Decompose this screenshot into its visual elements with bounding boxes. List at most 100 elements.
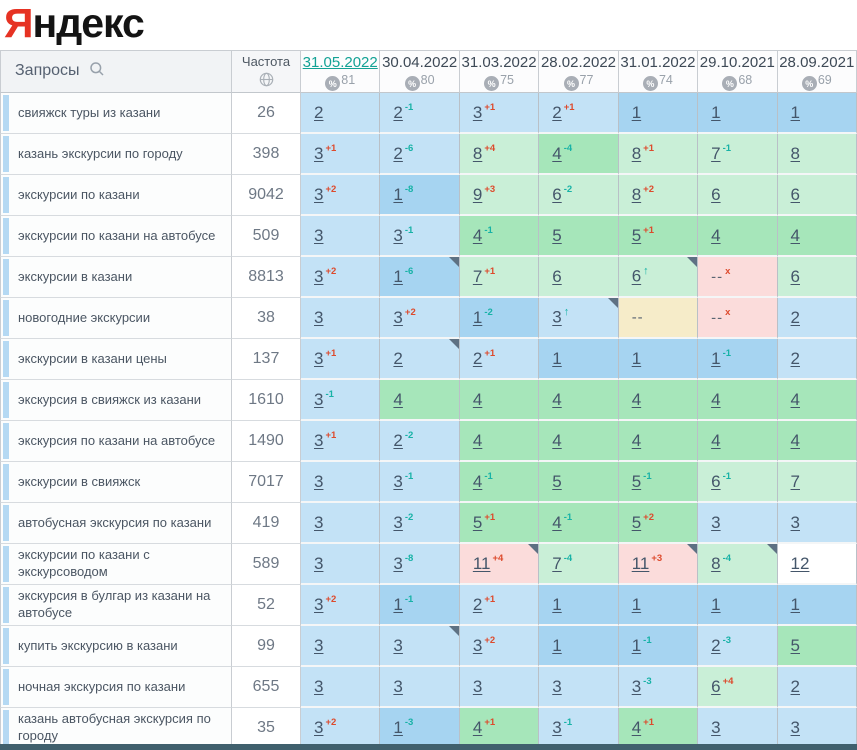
position-link[interactable]: 3 <box>472 635 483 655</box>
position-link[interactable]: 1 <box>711 102 721 122</box>
position-link[interactable]: 6 <box>552 266 562 286</box>
position-link[interactable]: 2 <box>711 635 721 655</box>
position-link[interactable]: 3 <box>314 635 324 655</box>
position-link[interactable]: 6 <box>711 184 721 204</box>
position-link[interactable]: 9 <box>472 184 483 204</box>
position-link[interactable]: 3 <box>393 635 403 655</box>
query-cell[interactable]: экскурсии в казани цены <box>0 339 232 380</box>
position-link[interactable]: 3 <box>472 676 483 696</box>
position-link[interactable]: 6 <box>790 266 800 286</box>
position-link[interactable]: 3 <box>314 266 324 286</box>
position-link[interactable]: 7 <box>790 471 800 491</box>
query-cell[interactable]: экскурсия в свияжск из казани <box>0 380 232 421</box>
position-link[interactable]: 3 <box>552 717 562 737</box>
position-link[interactable]: 5 <box>552 471 562 491</box>
position-link[interactable]: 4 <box>790 389 800 409</box>
date-link[interactable]: 31.01.2022 <box>620 54 696 71</box>
position-link[interactable]: 1 <box>552 348 562 368</box>
position-link[interactable]: 3 <box>631 676 642 696</box>
date-link[interactable]: 31.03.2022 <box>461 54 537 71</box>
position-link[interactable]: 4 <box>790 430 800 450</box>
position-link[interactable]: 2 <box>393 430 403 450</box>
query-cell[interactable]: купить экскурсию в казани <box>0 626 232 667</box>
position-link[interactable]: 4 <box>552 389 562 409</box>
position-link[interactable]: 1 <box>790 102 800 122</box>
position-link[interactable]: 3 <box>393 676 403 696</box>
position-link[interactable]: 6 <box>711 676 721 696</box>
position-link[interactable]: 5 <box>790 635 800 655</box>
position-link[interactable]: 2 <box>393 102 403 122</box>
position-link[interactable]: 11 <box>472 553 491 573</box>
position-link[interactable]: 1 <box>631 635 642 655</box>
position-link[interactable]: 1 <box>393 266 403 286</box>
position-link[interactable]: 2 <box>472 594 483 614</box>
position-link[interactable]: 1 <box>631 594 642 614</box>
position-link[interactable]: 2 <box>314 102 324 122</box>
position-link[interactable]: 3 <box>314 717 324 737</box>
position-link[interactable]: 1 <box>790 594 800 614</box>
position-link[interactable]: 3 <box>711 717 721 737</box>
query-cell[interactable]: экскурсии в свияжск <box>0 462 232 503</box>
position-link[interactable]: 1 <box>711 348 721 368</box>
position-link[interactable]: 1 <box>631 348 642 368</box>
position-link[interactable]: 2 <box>790 307 800 327</box>
position-link[interactable]: 1 <box>393 594 403 614</box>
position-link[interactable]: 5 <box>631 512 642 532</box>
position-link[interactable]: 3 <box>790 512 800 532</box>
position-link[interactable]: 4 <box>790 225 800 245</box>
position-link[interactable]: 3 <box>552 307 562 327</box>
position-link[interactable]: 8 <box>472 143 483 163</box>
position-link[interactable]: 7 <box>711 143 721 163</box>
query-cell[interactable]: экскурсии по казани на автобусе <box>0 216 232 257</box>
position-link[interactable]: 1 <box>552 635 562 655</box>
horizontal-scrollbar[interactable] <box>0 744 857 750</box>
position-link[interactable]: 2 <box>552 102 562 122</box>
search-icon[interactable] <box>89 62 105 81</box>
position-link[interactable]: 6 <box>711 471 721 491</box>
position-link[interactable]: 3 <box>314 430 324 450</box>
position-link[interactable]: 1 <box>552 594 562 614</box>
date-link[interactable]: 30.04.2022 <box>382 54 458 71</box>
position-link[interactable]: 5 <box>472 512 483 532</box>
query-cell[interactable]: свияжск туры из казани <box>0 93 232 134</box>
position-link[interactable]: 2 <box>790 676 800 696</box>
position-link[interactable]: 3 <box>314 184 324 204</box>
position-link[interactable]: 1 <box>393 184 403 204</box>
position-link[interactable]: 3 <box>314 676 324 696</box>
position-link[interactable]: 6 <box>631 266 642 286</box>
date-link[interactable]: 28.09.2021 <box>779 54 855 71</box>
position-link[interactable]: 4 <box>552 430 562 450</box>
position-link[interactable]: 3 <box>314 307 324 327</box>
position-link[interactable]: 8 <box>631 184 642 204</box>
position-link[interactable]: 4 <box>711 225 721 245</box>
position-link[interactable]: 2 <box>472 348 483 368</box>
position-link[interactable]: 4 <box>472 225 483 245</box>
position-link[interactable]: 4 <box>472 471 483 491</box>
position-link[interactable]: 5 <box>631 225 642 245</box>
query-cell[interactable]: экскурсии в казани <box>0 257 232 298</box>
position-link[interactable]: 4 <box>711 389 721 409</box>
position-link[interactable]: 3 <box>314 348 324 368</box>
position-link[interactable]: 1 <box>393 717 403 737</box>
position-link[interactable]: 4 <box>552 512 562 532</box>
position-link[interactable]: 3 <box>711 512 721 532</box>
position-link[interactable]: 3 <box>393 512 403 532</box>
position-link[interactable]: 7 <box>552 553 562 573</box>
position-link[interactable]: 3 <box>393 471 403 491</box>
position-link[interactable]: 4 <box>552 143 562 163</box>
query-cell[interactable]: экскурсии по казани с экскурсоводом <box>0 544 232 585</box>
position-link[interactable]: 4 <box>472 389 483 409</box>
position-link[interactable]: 6 <box>552 184 562 204</box>
position-link[interactable]: 4 <box>631 430 642 450</box>
position-link[interactable]: 3 <box>393 225 403 245</box>
position-link[interactable]: 11 <box>631 553 650 573</box>
query-cell[interactable]: казань экскурсии по городу <box>0 134 232 175</box>
position-link[interactable]: 3 <box>314 594 324 614</box>
query-cell[interactable]: экскурсии по казани <box>0 175 232 216</box>
query-cell[interactable]: казань автобусная экскурсия по городу <box>0 708 232 749</box>
position-link[interactable]: 4 <box>472 430 483 450</box>
position-link[interactable]: 8 <box>790 143 800 163</box>
query-cell[interactable]: ночная экскурсия по казани <box>0 667 232 708</box>
position-link[interactable]: 8 <box>711 553 721 573</box>
position-link[interactable]: 1 <box>711 594 721 614</box>
